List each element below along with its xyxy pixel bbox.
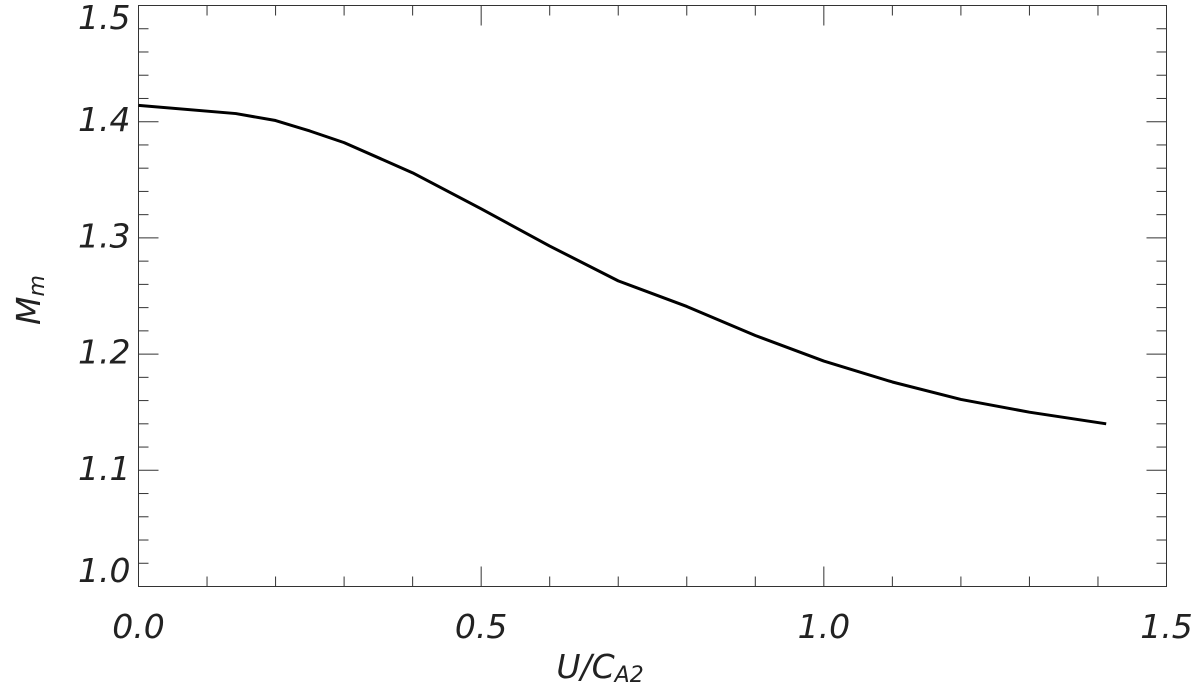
x-axis-title-sub: A2 — [613, 663, 644, 688]
data-line — [138, 103, 1107, 426]
x-tick-label: 1.0 — [798, 607, 850, 646]
y-tick-label: 1.2 — [78, 333, 130, 372]
x-tick-label: 0.5 — [455, 607, 507, 646]
x-tick-label: 1.5 — [1140, 607, 1192, 646]
x-axis-title-text: U/C — [556, 647, 614, 686]
y-axis-title: Mm — [9, 275, 51, 325]
y-axis-title-text: M — [9, 296, 48, 324]
x-tick-label: 0.0 — [112, 607, 164, 646]
x-axis-title: U/CA2 — [556, 647, 643, 689]
y-tick-label: 1.1 — [78, 449, 130, 488]
y-tick-label: 1.5 — [78, 0, 130, 37]
y-axis-title-sub: m — [25, 275, 50, 296]
y-tick-label: 1.4 — [78, 100, 130, 139]
plot-frame — [138, 5, 1167, 587]
y-tick-label: 1.0 — [78, 551, 130, 590]
y-tick-label: 1.3 — [78, 216, 130, 255]
